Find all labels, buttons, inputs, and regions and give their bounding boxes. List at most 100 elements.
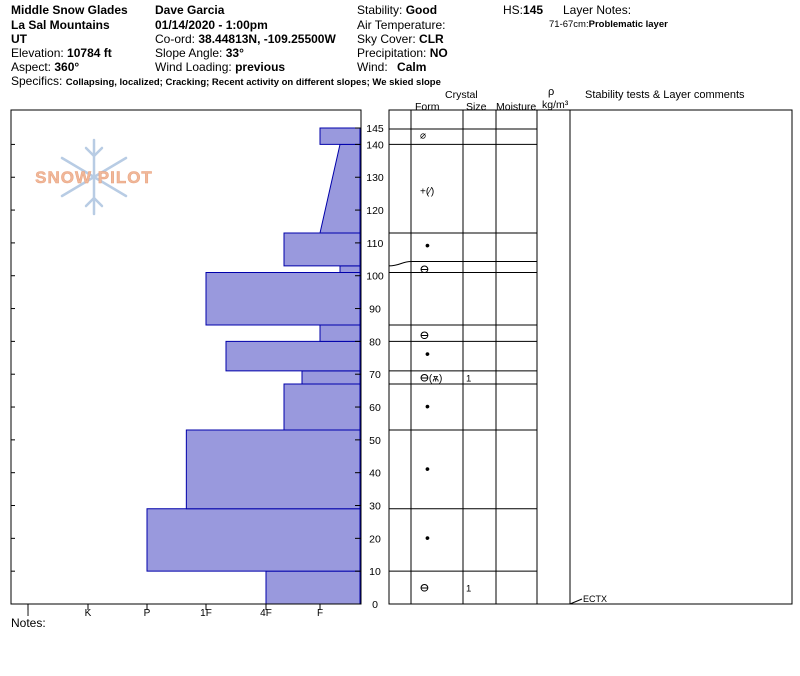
hardness-layer-0 [265, 570, 361, 605]
elevation-row: Elevation: 10784 ft [11, 46, 112, 60]
table-columns [410, 110, 538, 604]
hardness-layer-4 [301, 370, 361, 385]
hardness-layer-3 [283, 383, 361, 431]
hardness-label-I: I [27, 608, 30, 619]
hardness-label-4F: 4F [260, 608, 272, 619]
specifics-label: Specifics: [11, 74, 63, 88]
wind-loading-label: Wind Loading: [155, 60, 232, 74]
coord-row: Co-ord: 38.44813N, -109.25500W [155, 32, 336, 46]
sky-label: Sky Cover: [357, 32, 416, 46]
hardness-axis: I K P 1F 4F F [27, 604, 323, 619]
observation-datetime: 01/14/2020 - 1:00pm [155, 18, 268, 32]
height-label: 70 [369, 369, 381, 381]
wind-label: Wind: [357, 60, 388, 74]
precip-label: Precipitation: [357, 46, 427, 60]
wind-value: Calm [397, 60, 427, 74]
snowpilot-logo: SNOW PILOT [35, 138, 153, 216]
wind-loading-row: Wind Loading: previous [155, 60, 285, 74]
aspect-row: Aspect: 360° [11, 60, 79, 74]
left-ticks [11, 143, 15, 605]
specifics-text: Collapsing, localized; Cracking; Recent … [65, 77, 441, 88]
hardness-layer-1 [146, 508, 361, 572]
height-label: 130 [366, 172, 384, 184]
hardness-layer-6 [319, 324, 361, 342]
height-label: 0 [372, 599, 378, 611]
crystal-header: Crystal [445, 89, 478, 101]
hardness-layer-9 [283, 232, 361, 267]
layer-size: 1 [466, 584, 471, 595]
hardness-frame [10, 109, 362, 605]
layer-form-symbol: • [425, 460, 430, 476]
air-temp-label: Air Temperature: [357, 18, 446, 32]
wind-loading-value: previous [235, 60, 286, 74]
layer-form-symbol: ⌀ [420, 131, 426, 142]
stability-tests-header: Stability tests & Layer comments [585, 89, 745, 101]
aspect-label: Aspect: [11, 60, 52, 74]
layer-forms: ⴱ 1 • • • ⴱ(ѫ) 1 • ⴱ ⴱ • +(⁄) ⌀ [420, 131, 471, 595]
precip-row: Precipitation: NO [357, 46, 448, 60]
layer-note: 71-67cm:Problematic layer [549, 19, 668, 30]
hs-label: HS: [503, 3, 524, 17]
layer-notes-label: Layer Notes: [563, 3, 632, 17]
layer-connector [388, 260, 412, 267]
density-unit: kg/m³ [542, 99, 569, 111]
slope-row: Slope Angle: 33° [155, 46, 244, 60]
hardness-layer-11 [319, 127, 361, 145]
height-label: 145 [366, 123, 384, 135]
elevation-value: 10784 ft [67, 46, 112, 60]
height-label: 100 [366, 271, 384, 283]
hardness-layer-8 [339, 265, 361, 273]
hardness-profile [146, 127, 361, 605]
coord-value: 38.44813N, -109.25500W [198, 32, 336, 46]
layer-note-text: Problematic layer [588, 19, 668, 30]
sky-value: CLR [419, 32, 444, 46]
sky-row: Sky Cover: CLR [357, 32, 444, 46]
hardness-layer-7 [205, 271, 361, 326]
density-symbol: ρ [548, 86, 555, 98]
layer-form-symbol: • [425, 237, 430, 253]
height-axis: 0 10 20 30 40 50 60 70 80 90 100 110 120 130 140 145 [355, 123, 384, 611]
location-name: Middle Snow Glades [11, 3, 128, 17]
slope-label: Slope Angle: [155, 46, 223, 60]
stability-test-marker: ECTX [569, 594, 607, 605]
hardness-label-1F: 1F [200, 608, 212, 619]
layer-size: 1 [466, 373, 471, 384]
stability-test-label: ECTX [583, 594, 607, 604]
hardness-label-K: K [85, 608, 92, 619]
hardness-label-F: F [317, 608, 323, 619]
layer-form-symbol: • [425, 398, 430, 414]
height-label: 90 [369, 304, 381, 316]
stability-value: Good [405, 3, 438, 17]
layer-boundaries [388, 128, 537, 572]
hs-row: HS:145 [503, 3, 543, 17]
aspect-value: 360° [54, 60, 80, 74]
hardness-layer-2 [185, 429, 361, 510]
elevation-label: Elevation: [11, 46, 64, 60]
height-label: 30 [369, 501, 381, 513]
hardness-layer-10 [319, 143, 361, 234]
hardness-label-P: P [144, 608, 151, 619]
layer-form-symbol: ⴱ [420, 584, 429, 595]
stability-label: Stability: [357, 3, 403, 17]
layer-form-symbol: ⴱ [420, 331, 429, 342]
layer-table-frame [388, 109, 571, 605]
height-label: 120 [366, 205, 384, 217]
snowflake-icon [60, 138, 128, 216]
stability-frame [569, 109, 793, 605]
height-label: 140 [366, 139, 384, 151]
logo-text: SNOW PILOT [35, 168, 153, 187]
height-label: 50 [369, 435, 381, 447]
hs-value: 145 [523, 3, 544, 17]
layer-note-range: 71-67cm: [549, 19, 589, 30]
hardness-layer-5 [225, 340, 361, 372]
stability-test-pointer [569, 598, 583, 605]
height-label: 110 [367, 238, 384, 250]
height-label: 40 [369, 468, 381, 480]
height-label: 20 [369, 533, 381, 545]
wind-row: Wind: Calm [357, 60, 426, 74]
slope-value: 33° [225, 46, 244, 60]
layer-form-symbol: +(⁄) [420, 186, 434, 197]
notes-label: Notes: [11, 616, 46, 630]
mountain-range: La Sal Mountains [11, 18, 110, 32]
stability-row: Stability: Good [357, 3, 437, 17]
